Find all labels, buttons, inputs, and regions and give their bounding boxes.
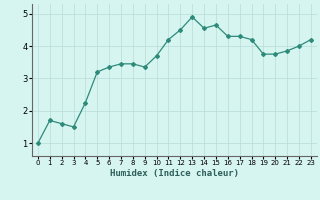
- X-axis label: Humidex (Indice chaleur): Humidex (Indice chaleur): [110, 169, 239, 178]
